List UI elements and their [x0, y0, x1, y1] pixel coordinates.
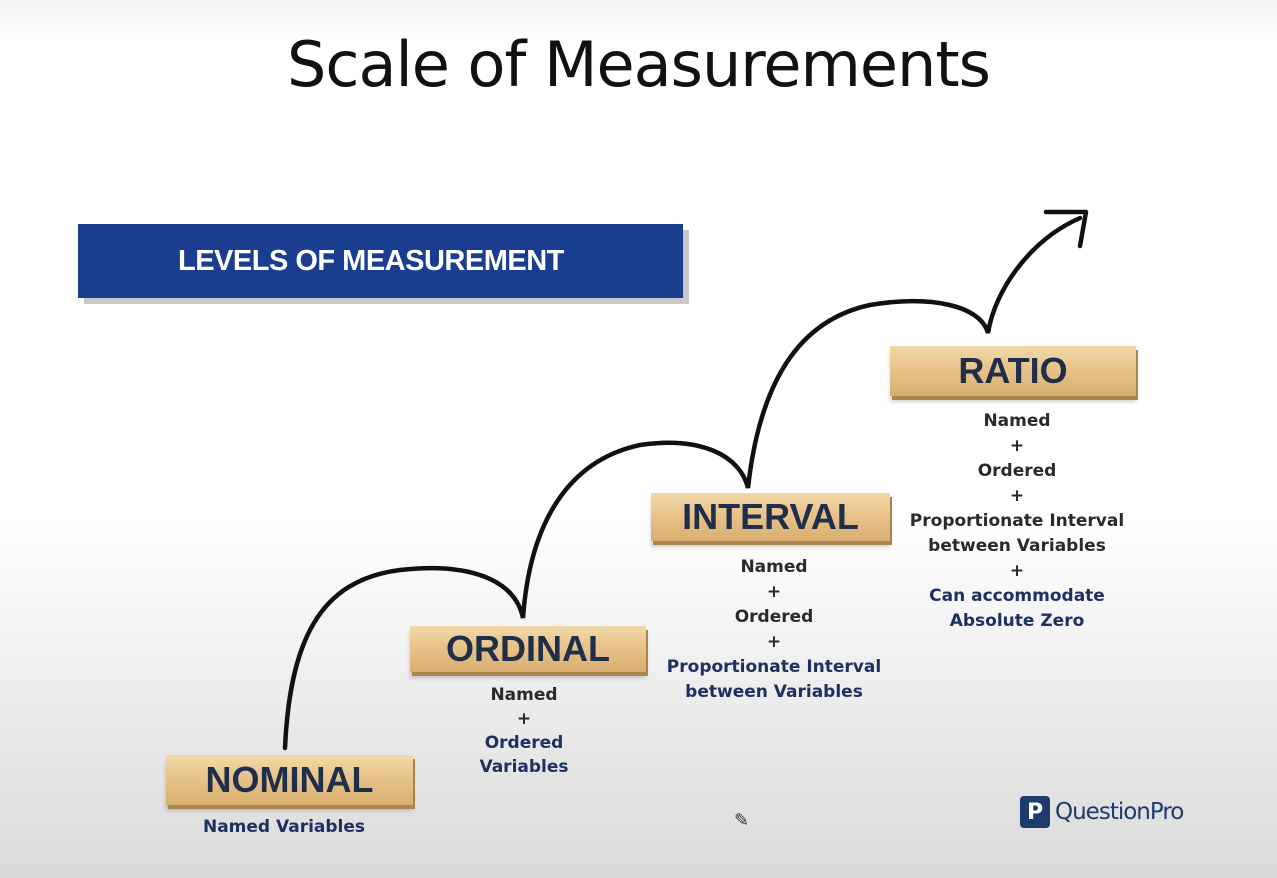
questionpro-logo: P QuestionPro	[1020, 796, 1184, 828]
level-desc-ordinal: Named + Ordered Variables	[424, 683, 624, 779]
level-desc-interval: Named + Ordered + Proportionate Interval…	[664, 555, 884, 705]
level-name: RATIO	[958, 350, 1068, 391]
desc-line: Proportionate Interval	[666, 657, 882, 677]
level-name: ORDINAL	[446, 628, 610, 669]
desc-line: Can accommodate	[929, 586, 1105, 606]
desc-line: +	[1009, 436, 1025, 456]
banner-label: LEVELS OF MEASUREMENT	[178, 244, 564, 277]
logo-mark: P	[1020, 796, 1050, 828]
desc-line: Proportionate Interval	[909, 511, 1125, 531]
page-title: Scale of Measurements	[287, 28, 991, 101]
level-block-nominal: NOMINAL	[166, 755, 413, 805]
desc-line: Ordered	[734, 607, 814, 627]
level-name: INTERVAL	[682, 496, 859, 537]
desc-line: Named	[740, 557, 808, 577]
desc-line: Ordered	[977, 461, 1057, 481]
desc-line: Ordered	[484, 733, 564, 753]
pencil-icon: ✎	[734, 810, 750, 830]
desc-line: between Variables	[928, 536, 1106, 556]
level-desc-nominal: Named Variables	[166, 815, 402, 840]
desc-line: Variables	[479, 757, 569, 777]
desc-line: between Variables	[685, 682, 863, 702]
desc-line: Named	[490, 685, 558, 705]
level-block-ratio: RATIO	[890, 346, 1136, 396]
desc-line: Named Variables	[202, 817, 366, 837]
logo-text: QuestionPro	[1055, 799, 1184, 825]
desc-line: +	[516, 709, 532, 729]
levels-banner: LEVELS OF MEASUREMENT	[78, 224, 683, 298]
desc-line: +	[766, 632, 782, 652]
level-name: NOMINAL	[205, 759, 374, 800]
desc-line: Absolute Zero	[949, 611, 1085, 631]
desc-line: +	[1009, 486, 1025, 506]
desc-line: Named	[983, 411, 1051, 431]
desc-line: +	[766, 582, 782, 602]
level-block-ordinal: ORDINAL	[410, 626, 646, 672]
level-block-interval: INTERVAL	[651, 493, 890, 541]
desc-line: +	[1009, 561, 1025, 581]
level-desc-ratio: Named + Ordered + Proportionate Interval…	[906, 409, 1128, 634]
